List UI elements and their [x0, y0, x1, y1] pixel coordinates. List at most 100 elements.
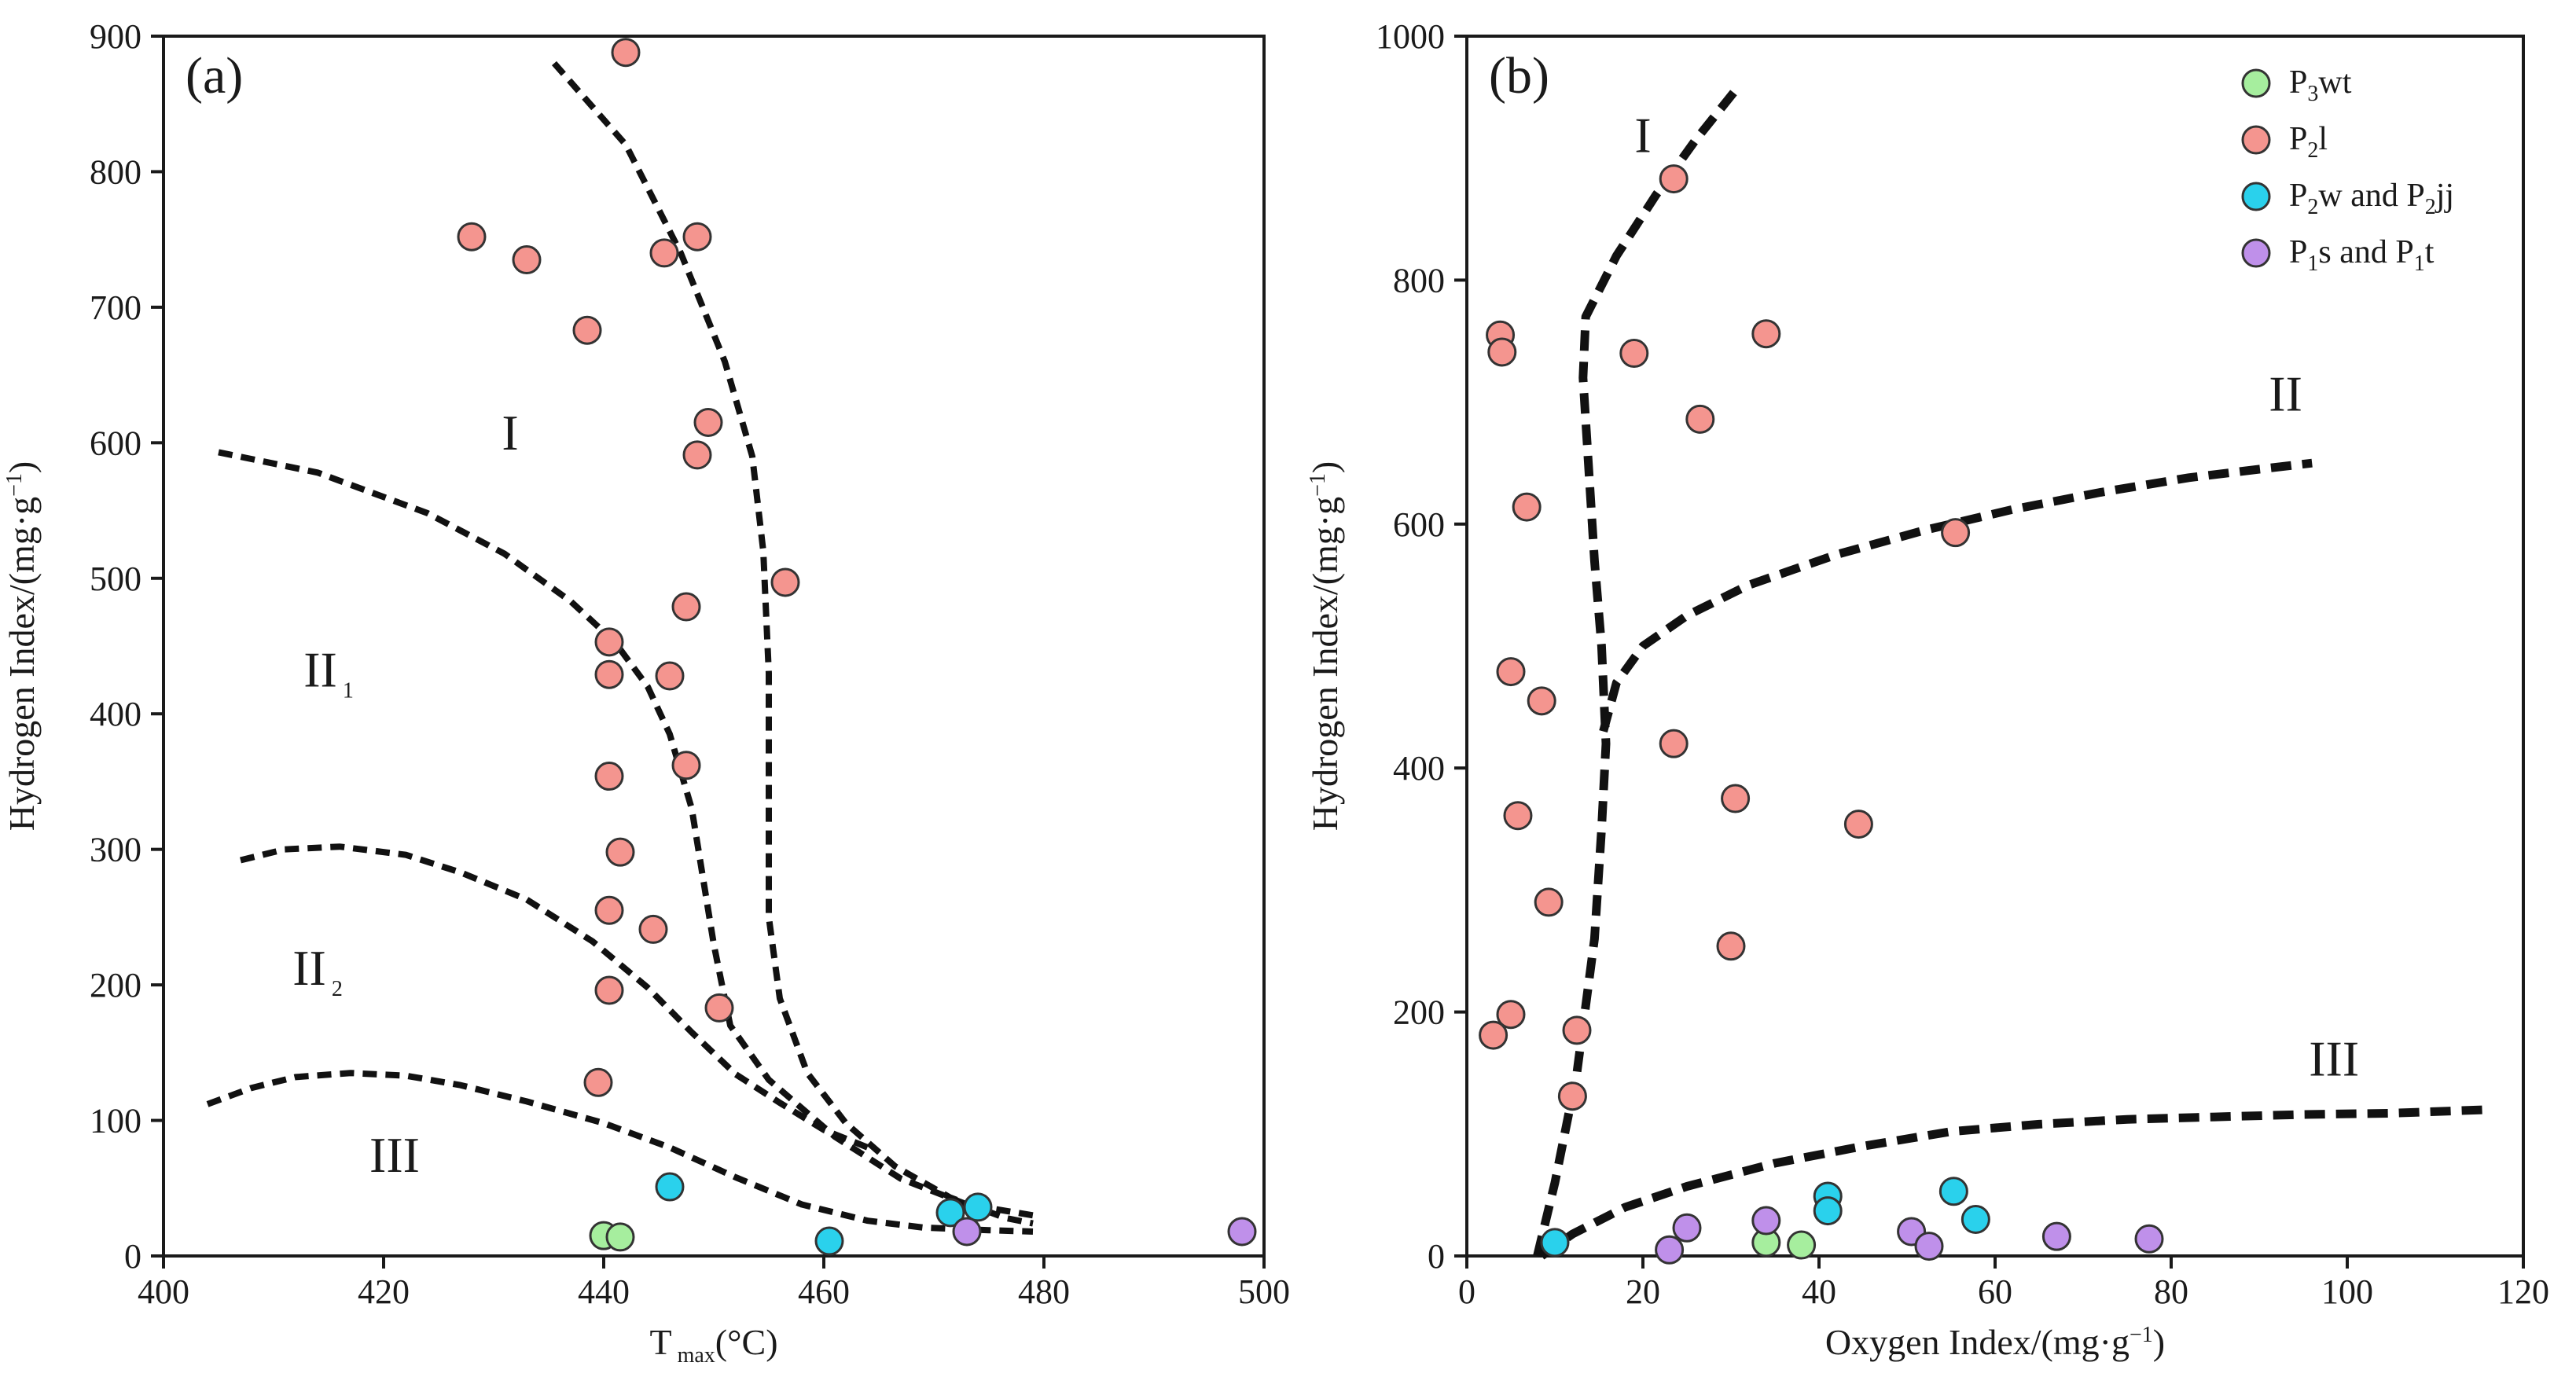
x-axis-title: T max(°C) [649, 1322, 777, 1368]
legend-marker [2241, 238, 2271, 268]
curve-type-II [1599, 458, 2313, 733]
y-tick-label: 900 [90, 17, 141, 56]
data-point [814, 1226, 844, 1256]
y-tick-label: 300 [90, 831, 141, 869]
data-point [594, 895, 624, 925]
y-tick-label: 100 [90, 1102, 141, 1140]
curve-boundary-II1-II2 [240, 843, 869, 1151]
x-tick-label: 60 [1978, 1272, 2012, 1311]
data-point [655, 661, 685, 691]
x-tick-label: 500 [1238, 1272, 1290, 1311]
data-point [770, 567, 800, 597]
data-point [1751, 319, 1781, 349]
data-point [1503, 801, 1533, 831]
curve-boundary-I-II1 [218, 449, 1034, 1219]
data-point [1619, 339, 1649, 369]
x-tick-label: 0 [1458, 1272, 1475, 1311]
data-point [1496, 1000, 1526, 1030]
legend-marker [2241, 125, 2271, 155]
y-tick-label: 1000 [1376, 17, 1445, 56]
legend-entry: P2l [2289, 121, 2328, 163]
data-point [2041, 1221, 2071, 1251]
y-tick-label: 600 [90, 424, 141, 462]
region-label: II 2 [292, 940, 343, 1001]
data-point [1716, 931, 1746, 961]
y-axis-title: Hydrogen Index/(mg·g−1) [2, 461, 42, 832]
data-point [682, 222, 712, 252]
data-point [1672, 1213, 1702, 1243]
data-point [605, 1222, 635, 1252]
data-point [963, 1192, 993, 1222]
data-point [1914, 1232, 1944, 1261]
data-point [1527, 686, 1556, 716]
data-point [611, 38, 641, 68]
data-point [952, 1217, 982, 1247]
data-point [671, 592, 701, 622]
x-tick-label: 440 [578, 1272, 630, 1311]
y-axis-title: Hydrogen Index/(mg·g−1) [1305, 461, 1345, 832]
y-tick-label: 400 [1393, 749, 1445, 788]
data-point [638, 914, 668, 944]
x-tick-label: 460 [798, 1272, 850, 1311]
data-point [1659, 729, 1689, 758]
x-tick-label: 120 [2497, 1272, 2549, 1311]
region-label: III [369, 1127, 420, 1183]
y-tick-label: 0 [124, 1237, 141, 1276]
x-tick-label: 420 [358, 1272, 410, 1311]
data-point [594, 975, 624, 1005]
curve-type-III [1539, 1105, 2489, 1260]
data-point [693, 407, 723, 437]
x-tick-label: 20 [1626, 1272, 1660, 1311]
y-tick-label: 200 [1393, 993, 1445, 1032]
y-tick-label: 400 [90, 695, 141, 733]
plot-frame [1465, 35, 2525, 1258]
data-point [605, 837, 635, 867]
curve-boundary-I-steep [551, 61, 1034, 1227]
panel-label: (b) [1489, 47, 1549, 105]
data-point [1227, 1217, 1257, 1247]
panel-a: 400 420 440 460 480 500 0 100 200 300 400 500 600 700… [2, 17, 1290, 1368]
y-tick-label: 500 [90, 560, 141, 598]
panel-label: (a) [186, 47, 243, 105]
x-tick-label: 400 [138, 1272, 189, 1311]
x-tick-label: 100 [2321, 1272, 2373, 1311]
data-point [1479, 1020, 1508, 1050]
y-tick-label: 700 [90, 288, 141, 327]
region-label: III [2309, 1030, 2359, 1086]
data-point [1813, 1196, 1843, 1226]
region-label: II 1 [303, 642, 354, 703]
legend-marker [2241, 68, 2271, 98]
data-point [1787, 1230, 1817, 1260]
data-point [512, 245, 542, 275]
data-point [1487, 337, 1517, 367]
data-point [1540, 1228, 1570, 1258]
y-tick-label: 800 [90, 152, 141, 191]
data-point [649, 238, 679, 268]
x-axis-title: Oxygen Index/(mg·g−1) [1825, 1322, 2165, 1362]
data-point [457, 222, 487, 252]
region-label: II [2269, 365, 2302, 421]
x-tick-label: 80 [2154, 1272, 2188, 1311]
data-point [1751, 1206, 1781, 1236]
data-point [594, 627, 624, 657]
y-tick-label: 200 [90, 966, 141, 1004]
data-point [1721, 784, 1751, 813]
data-point [1960, 1204, 1990, 1234]
data-point [1938, 1177, 1968, 1206]
y-tick-label: 800 [1393, 261, 1445, 299]
legend-entry: P2w and P2jj [2289, 178, 2454, 219]
legend-entry: P3wt [2289, 64, 2352, 106]
data-point [704, 993, 734, 1023]
y-tick-label: 0 [1428, 1237, 1445, 1276]
legend-marker [2241, 182, 2271, 211]
data-point [594, 762, 624, 791]
curve-type-I [1533, 82, 1744, 1258]
region-label: I [502, 405, 518, 461]
region-label: I [1634, 107, 1651, 163]
data-point [1655, 1235, 1685, 1265]
data-point [1562, 1015, 1592, 1045]
data-point [1557, 1081, 1587, 1111]
x-tick-label: 40 [1802, 1272, 1836, 1311]
data-point [1534, 887, 1564, 917]
